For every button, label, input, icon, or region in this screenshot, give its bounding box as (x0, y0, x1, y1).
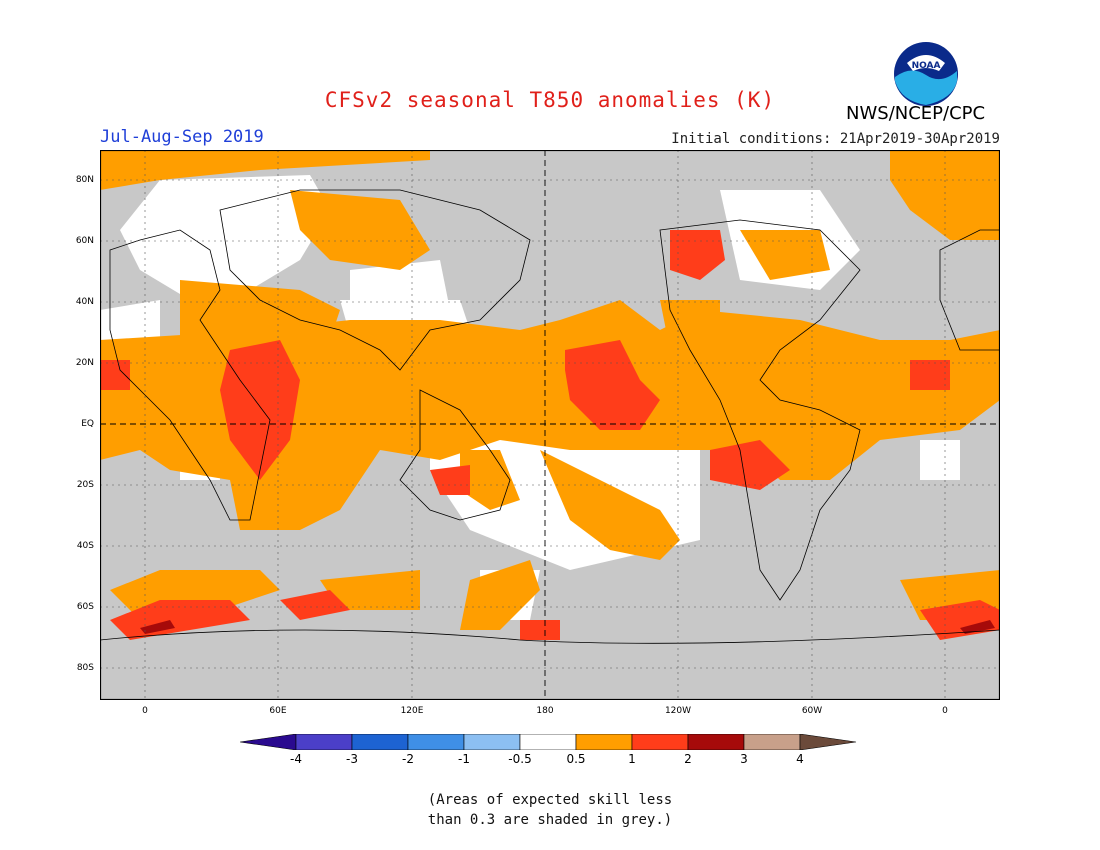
noaa-logo-icon: NOAA (894, 42, 958, 106)
lat-label: 40N (75, 297, 94, 307)
lat-label: EQ (81, 419, 94, 429)
lat-label: 20S (76, 480, 94, 490)
lon-label: 0 (142, 706, 148, 716)
lat-label: 80S (76, 663, 94, 673)
anomaly-map (100, 150, 1000, 700)
color-scale-segment (743, 734, 801, 750)
color-scale-segment (407, 734, 465, 750)
lon-label: 60E (269, 706, 287, 716)
reference-lines (100, 150, 1000, 700)
scale-label: -1 (458, 752, 470, 766)
color-scale-segment (519, 734, 577, 750)
lon-label: 0 (942, 706, 948, 716)
lon-label: 120E (400, 706, 424, 716)
lat-label: 40S (76, 541, 94, 551)
color-scale-segments (240, 734, 857, 750)
strong-warm-anomaly-areas (100, 230, 1000, 640)
scale-label: -0.5 (508, 752, 532, 766)
color-scale-segment (463, 734, 521, 750)
lat-label: 20N (75, 358, 94, 368)
color-scale-bar (240, 734, 857, 750)
initial-conditions-label: Initial conditions: 21Apr2019-30Apr2019 (671, 131, 1000, 147)
color-scale-segment (687, 734, 745, 750)
map-frame (100, 150, 1000, 700)
logo-text: NOAA (912, 61, 941, 71)
scale-label: 4 (796, 752, 804, 766)
color-scale-segment (295, 734, 353, 750)
color-scale-segment (575, 734, 633, 750)
scale-label: 1 (628, 752, 636, 766)
color-scale-segment (631, 734, 689, 750)
scale-label: -2 (402, 752, 414, 766)
scale-label: -4 (290, 752, 302, 766)
scale-label: 0.5 (566, 752, 586, 766)
skill-note-line-2: than 0.3 are shaded in grey.) (427, 812, 673, 828)
color-scale-segment (799, 734, 857, 750)
lon-label: 60W (801, 706, 823, 716)
very-strong-warm-anomaly-areas (140, 620, 995, 634)
lon-label: 120W (664, 706, 692, 716)
scale-label: 2 (684, 752, 692, 766)
lat-label: 60N (75, 236, 94, 246)
color-scale-segment (351, 734, 409, 750)
scale-label: -3 (346, 752, 358, 766)
lat-label: 80N (75, 175, 94, 185)
lat-label: 60S (76, 602, 94, 612)
lat-lon-grid (100, 150, 1000, 700)
skill-note-line-1: (Areas of expected skill less (427, 792, 673, 808)
lon-label: 180 (536, 706, 554, 716)
season-label: Jul-Aug-Sep 2019 (100, 127, 264, 147)
agency-label: NWS/NCEP/CPC (846, 103, 986, 124)
map-title: CFSv2 seasonal T850 anomalies (K) (324, 88, 776, 112)
coastlines (100, 189, 1000, 644)
color-scale-segment (240, 734, 297, 750)
scale-label: 3 (740, 752, 748, 766)
